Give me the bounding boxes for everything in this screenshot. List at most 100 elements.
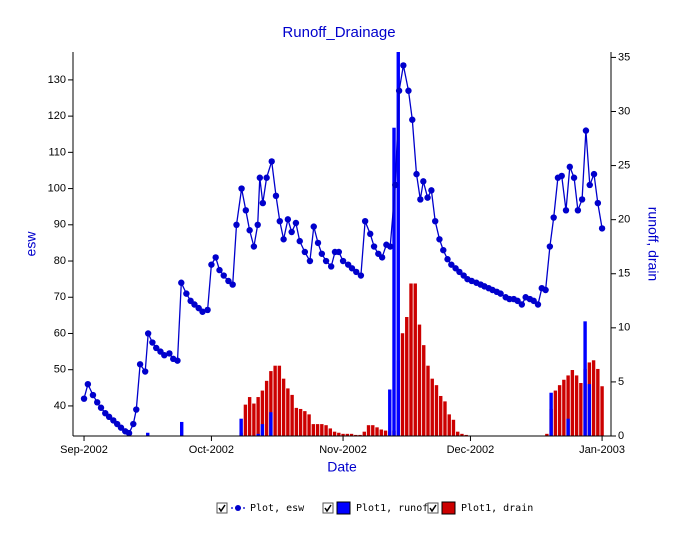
marker <box>263 174 270 181</box>
bar <box>587 384 592 436</box>
marker <box>276 217 283 225</box>
bar <box>269 412 273 436</box>
marker <box>178 279 185 286</box>
marker <box>220 272 227 279</box>
bar <box>354 434 358 436</box>
x-tick-label: Jan-2003 <box>579 444 625 456</box>
bar <box>388 389 392 436</box>
marker <box>378 254 386 261</box>
marker <box>392 181 399 189</box>
marker <box>339 257 347 265</box>
marker <box>361 217 369 225</box>
bar <box>239 418 243 436</box>
bar <box>269 371 273 436</box>
marker <box>518 301 526 308</box>
marker <box>570 174 578 181</box>
bar <box>379 429 383 436</box>
marker <box>322 257 330 265</box>
y2-tick-label: 10 <box>618 322 630 334</box>
marker <box>117 424 125 431</box>
legend-check <box>429 504 437 513</box>
marker <box>84 380 92 388</box>
y2-tick-label: 0 <box>618 430 624 442</box>
marker <box>183 290 190 297</box>
marker <box>417 196 424 203</box>
marker <box>149 339 156 346</box>
bar <box>345 433 350 436</box>
legend-checkbox[interactable] <box>216 502 228 514</box>
y2-tick-label: 30 <box>618 105 630 117</box>
marker <box>598 225 606 232</box>
bar <box>400 333 405 436</box>
marker <box>534 301 542 308</box>
marker <box>280 236 287 243</box>
bar <box>570 370 575 436</box>
marker <box>94 399 101 406</box>
bar <box>375 427 379 436</box>
marker <box>444 256 451 263</box>
marker <box>318 250 326 257</box>
marker <box>301 248 309 256</box>
bar <box>409 283 413 436</box>
bar <box>247 397 252 436</box>
marker <box>546 243 554 250</box>
bar <box>337 432 341 436</box>
x-tick-label: Dec-2002 <box>447 444 495 456</box>
legend-checkbox[interactable] <box>322 502 334 514</box>
legend-label: Plot1, runoff <box>356 503 434 514</box>
bar <box>596 368 600 436</box>
marker <box>199 308 206 315</box>
marker <box>348 265 356 272</box>
bar <box>260 424 265 436</box>
bar <box>566 375 570 436</box>
bar <box>545 433 549 436</box>
marker <box>191 301 198 308</box>
bar <box>358 434 362 436</box>
legend-check <box>218 504 226 513</box>
marker <box>582 127 590 134</box>
legend-checkbox[interactable] <box>427 502 439 514</box>
bar <box>557 385 562 436</box>
marker <box>268 158 275 165</box>
bar <box>439 395 443 436</box>
marker <box>284 216 292 223</box>
bar <box>443 401 447 436</box>
marker <box>97 404 105 411</box>
marker <box>424 194 431 201</box>
bar <box>260 390 265 436</box>
marker <box>136 361 144 368</box>
marker <box>161 352 168 359</box>
marker <box>144 330 152 337</box>
marker <box>590 170 598 178</box>
marker <box>259 199 267 207</box>
marker <box>420 178 427 185</box>
marker <box>256 174 264 181</box>
y-tick-label: 120 <box>48 110 66 122</box>
bar <box>277 365 282 436</box>
bar <box>298 408 303 436</box>
y-tick-label: 70 <box>54 291 66 303</box>
line <box>83 65 603 434</box>
bars-layer <box>146 52 604 436</box>
bar <box>349 433 354 436</box>
bar <box>405 317 409 436</box>
marker <box>242 207 250 214</box>
bar <box>396 52 400 436</box>
x-tick-label: Nov-2002 <box>319 444 367 456</box>
marker <box>409 116 416 123</box>
bar <box>451 419 456 436</box>
legend-label: Plot1, drain <box>461 503 533 514</box>
y2-tick-label: 15 <box>618 268 630 280</box>
legend-check <box>324 504 332 513</box>
bar <box>566 418 570 436</box>
bar <box>392 127 396 436</box>
marker <box>208 261 215 268</box>
axes-layer: 40 50 60 70 80 90 100 110 120 130 0 5 10 15 20 25 30 35 Se… <box>48 51 631 456</box>
bar <box>294 407 299 436</box>
bar <box>600 386 604 436</box>
marker <box>133 406 140 413</box>
legend: Plot, esw Plot1, runoff Plot1, drain <box>216 501 533 515</box>
marker <box>456 268 463 276</box>
marker <box>310 223 317 230</box>
marker <box>566 163 574 171</box>
